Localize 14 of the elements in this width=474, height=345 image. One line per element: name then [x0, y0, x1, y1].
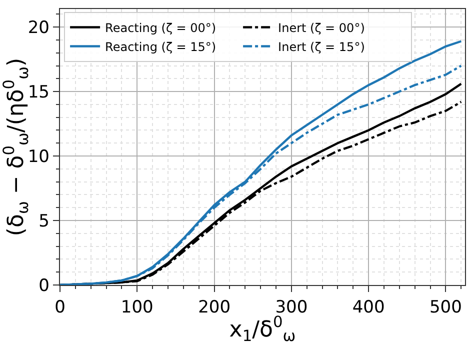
legend-label: Reacting (ζ = 15°) [105, 40, 216, 54]
x-tick-label: 400 [352, 298, 385, 318]
x-tick-label: 0 [54, 298, 66, 318]
x-tick-label: 100 [120, 298, 154, 318]
legend-label: Inert (ζ = 15°) [278, 40, 365, 54]
x-tick-label: 500 [429, 298, 462, 318]
legend-label: Reacting (ζ = 00°) [105, 20, 216, 35]
legend-label: Inert (ζ = 00°) [278, 20, 365, 35]
y-tick-label: 0 [38, 276, 50, 296]
y-tick-label: 10 [28, 146, 50, 167]
y-tick-label: 5 [38, 211, 50, 232]
y-tick-label: 20 [28, 18, 50, 38]
x-tick-label: 200 [198, 298, 231, 318]
y-tick-label: 15 [28, 82, 50, 102]
